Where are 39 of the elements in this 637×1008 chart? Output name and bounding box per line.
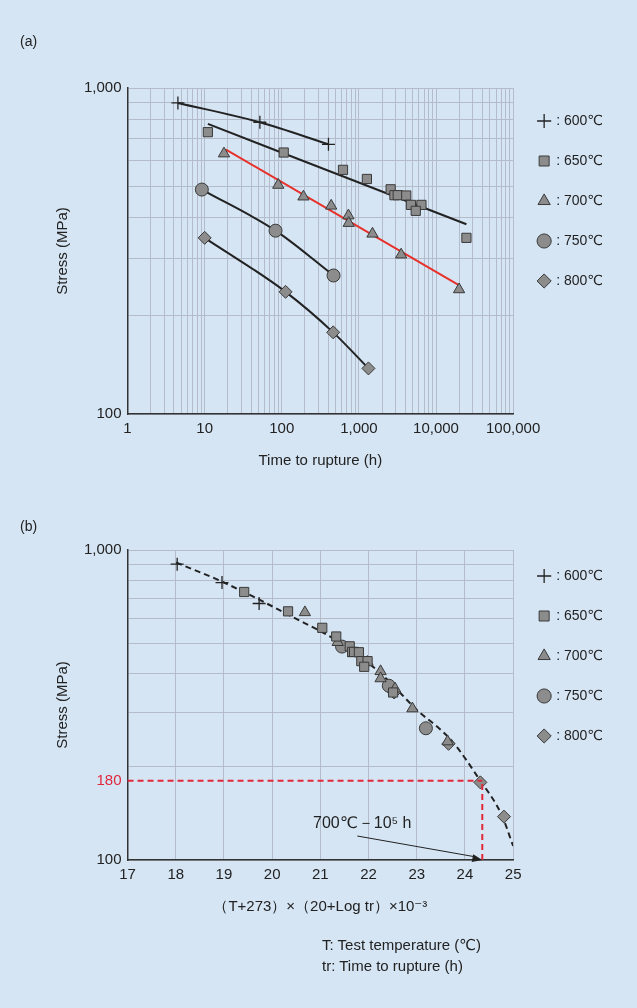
legend-label: : 750℃ xyxy=(556,686,604,703)
x-tick-label: 1,000 xyxy=(340,419,378,437)
legend-label: : 600℃ xyxy=(556,566,604,583)
y-axis-title: Stress (MPa) xyxy=(53,661,71,749)
x-tick-label: 19 xyxy=(215,865,233,883)
y-tick-label: 100 xyxy=(96,850,122,868)
x-tick-label: 25 xyxy=(504,865,522,883)
legend-label: : 650℃ xyxy=(556,606,604,623)
x-tick-label: 10 xyxy=(196,419,213,437)
x-tick-label: 10,000 xyxy=(413,419,459,437)
x-tick-label: 20 xyxy=(263,865,281,883)
legend-label: : 650℃ xyxy=(556,151,604,168)
x-tick-label: 100 xyxy=(269,419,295,437)
chart-title: (b) xyxy=(20,517,38,535)
chart-title: (a) xyxy=(20,32,38,50)
text: tr: Time to rupture (h) xyxy=(322,956,464,976)
y-axis-title: Stress (MPa) xyxy=(53,207,71,295)
x-tick-label: 1 xyxy=(123,419,132,437)
x-tick-label: 17 xyxy=(119,865,136,883)
x-tick-label: 100,000 xyxy=(486,419,541,437)
x-tick-label: 24 xyxy=(456,865,474,883)
legend-label: : 800℃ xyxy=(556,271,604,288)
x-axis-title: Time to rupture (h) xyxy=(258,451,383,469)
legend-label: : 700℃ xyxy=(556,191,604,208)
text: T: Test temperature (℃) xyxy=(322,935,483,955)
legend-label: : 600℃ xyxy=(556,111,604,128)
legend-label: : 750℃ xyxy=(556,231,604,248)
y-tick-label: 1,000 xyxy=(83,78,122,96)
x-tick-label: 21 xyxy=(311,865,329,883)
x-tick-label: 22 xyxy=(360,865,377,883)
x-tick-label: 23 xyxy=(408,865,426,883)
y-tick-label: 1,000 xyxy=(83,540,122,558)
legend-label: : 700℃ xyxy=(556,646,604,663)
x-tick-label: 18 xyxy=(167,865,185,883)
y-tick-label: 100 xyxy=(96,404,122,422)
ref-line-label: 180 xyxy=(96,771,122,789)
legend-label: : 800℃ xyxy=(556,726,604,743)
x-axis-title: （T+273）×（20+Log tr）×10⁻³ xyxy=(213,897,428,915)
annotation: 700℃－10⁵ h xyxy=(313,814,412,832)
